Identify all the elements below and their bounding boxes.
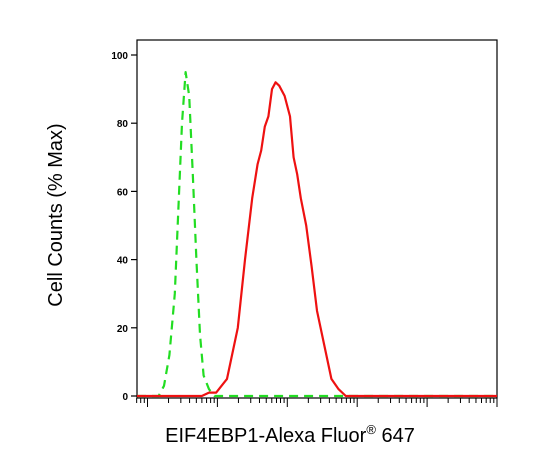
x-axis-label-superscript: ® [366, 422, 376, 437]
series-line-1 [137, 71, 497, 398]
y-tick-label: 0 [122, 392, 128, 403]
y-tick-label: 20 [117, 324, 129, 335]
y-tick-label: 80 [117, 119, 129, 130]
y-axis-label: Cell Counts (% Max) [45, 123, 67, 306]
y-tick-label: 40 [117, 256, 129, 267]
y-tick-label: 100 [111, 51, 128, 62]
plot-frame [136, 39, 498, 399]
series-line-2 [137, 81, 497, 398]
y-tick-label: 60 [117, 187, 129, 198]
x-axis-label-suffix: 647 [376, 425, 415, 447]
x-axis-label: EIF4EBP1-Alexa Fluor® 647 [165, 422, 415, 447]
x-axis-label-main: EIF4EBP1-Alexa Fluor [165, 425, 367, 447]
